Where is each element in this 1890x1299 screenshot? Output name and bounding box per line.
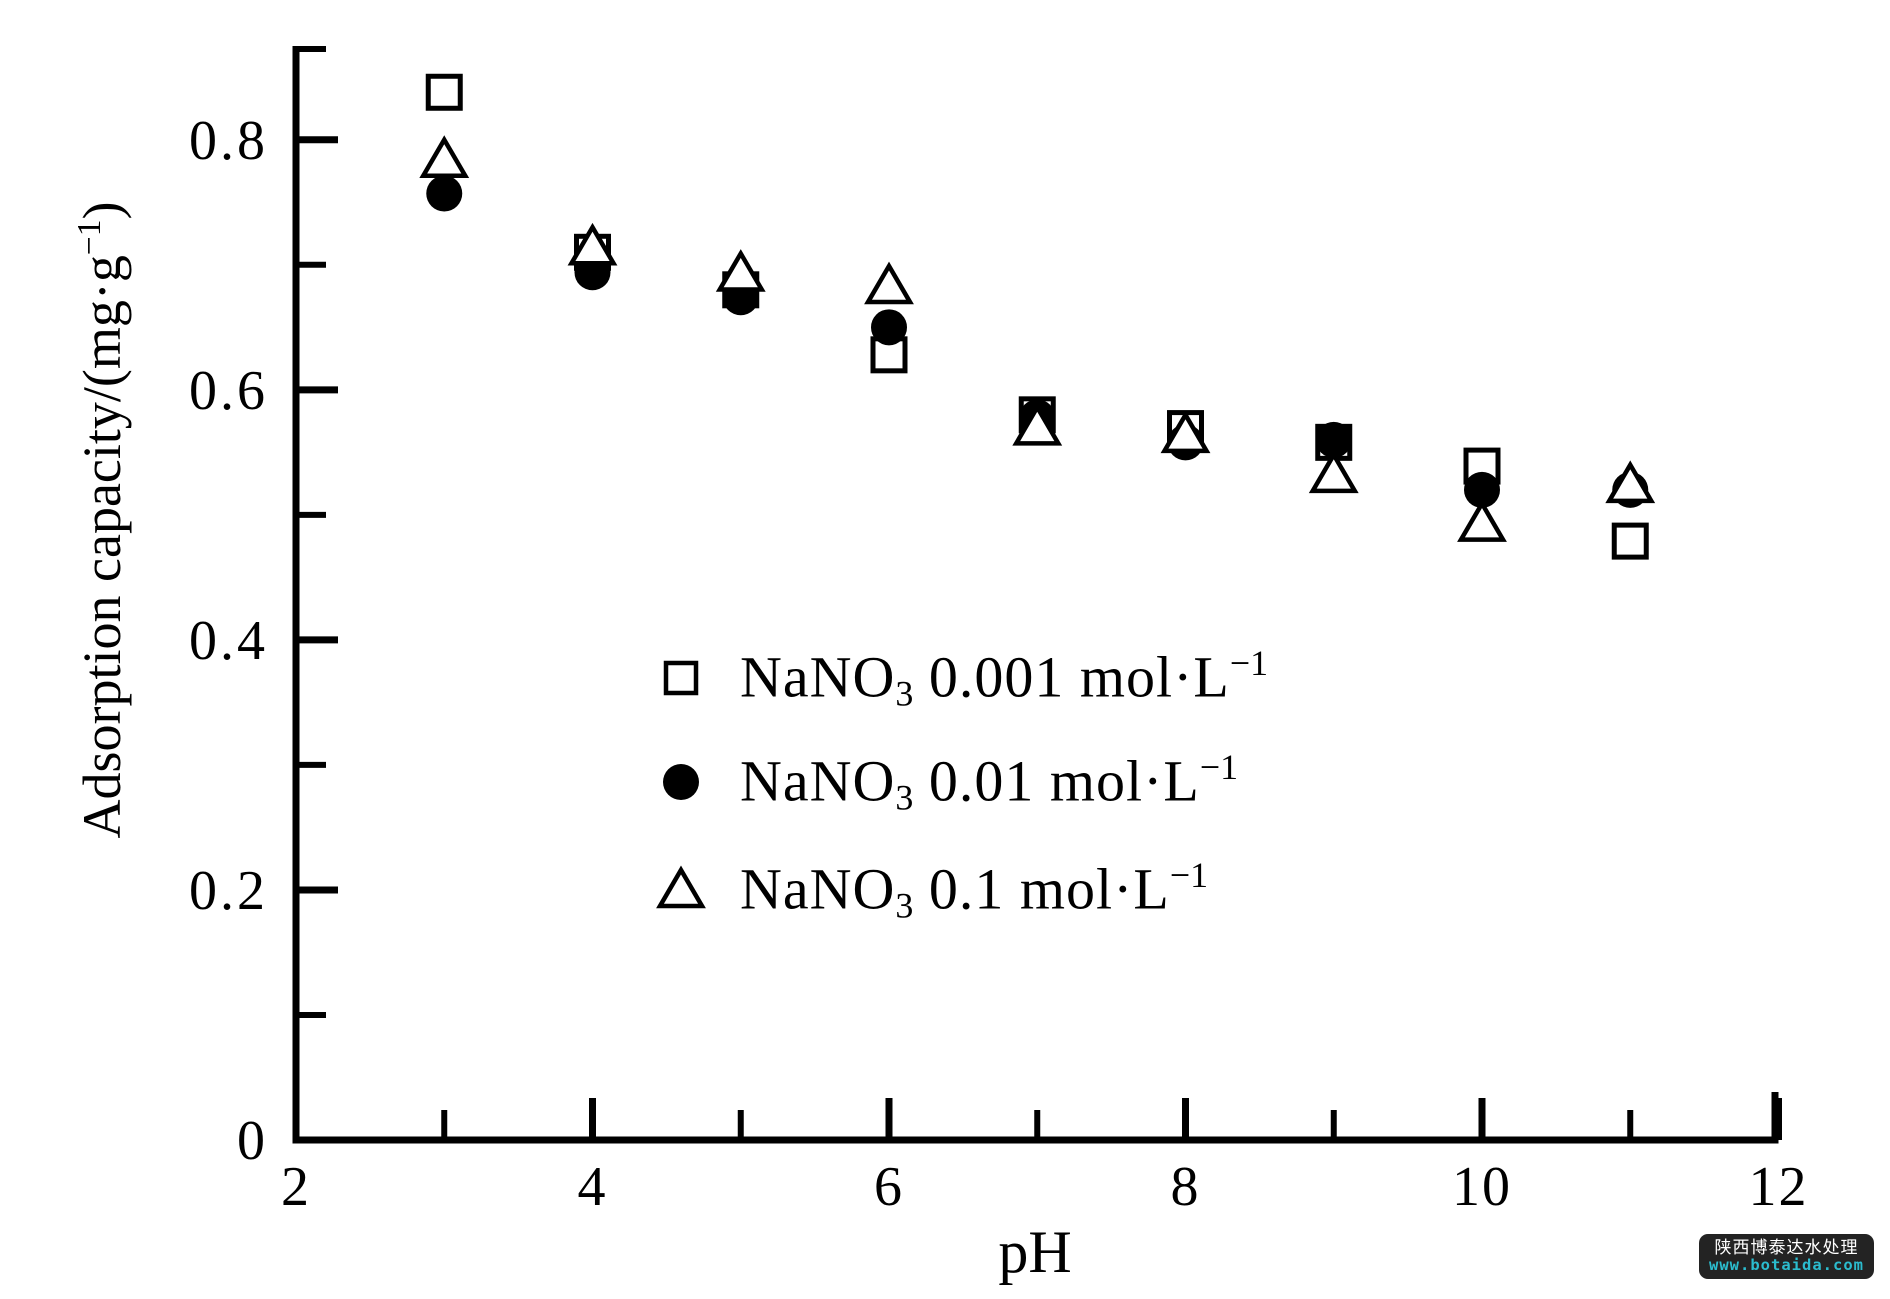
y-tick-labels: 0 0.2 0.4 0.6 0.8 bbox=[189, 110, 268, 1172]
x-tick-label: 12 bbox=[1749, 1156, 1809, 1218]
axes bbox=[292, 46, 1779, 1144]
y-tick-label: 0.4 bbox=[189, 610, 268, 672]
y-tick-label: 0.8 bbox=[189, 110, 268, 172]
watermark-company-name: 陕西博泰达水处理 bbox=[1714, 1238, 1859, 1257]
legend-label-concentration: 0.1 mol·L bbox=[913, 856, 1170, 922]
tick-marks bbox=[296, 136, 1782, 1140]
legend-item-nano3-0.001: NaNO3 0.001 mol·L−1 bbox=[648, 638, 1268, 718]
y-axis-title-superscript: −1 bbox=[70, 219, 108, 256]
y-tick-label: 0.6 bbox=[189, 360, 268, 422]
legend-item-nano3-0.01: NaNO3 0.01 mol·L−1 bbox=[648, 742, 1238, 822]
series-2-open-triangle bbox=[419, 135, 1656, 542]
legend-label: NaNO3 0.001 mol·L−1 bbox=[740, 642, 1268, 715]
legend-label-subscript: 3 bbox=[895, 673, 914, 714]
x-tick-label: 6 bbox=[874, 1156, 904, 1218]
legend-label-subscript: 3 bbox=[895, 777, 914, 818]
y-axis-title: Adsorption capacity/(mg·g−1) bbox=[71, 202, 133, 839]
x-tick-label: 2 bbox=[281, 1156, 311, 1218]
y-tick-label: 0.2 bbox=[189, 860, 268, 922]
series-0-open-square bbox=[425, 73, 1649, 560]
y-axis-title-text: Adsorption capacity/(mg·g bbox=[72, 255, 133, 839]
open-square-marker-icon bbox=[663, 660, 699, 696]
legend-label-formula: NaNO bbox=[740, 644, 896, 710]
legend-label: NaNO3 0.1 mol·L−1 bbox=[740, 854, 1208, 927]
x-axis-title: pH bbox=[998, 1219, 1072, 1285]
watermark-url: www.botaida.com bbox=[1709, 1256, 1864, 1275]
x-tick-label: 8 bbox=[1171, 1156, 1201, 1218]
y-tick-label: 0 bbox=[237, 1110, 268, 1172]
legend-label-formula: NaNO bbox=[740, 748, 896, 814]
filled-circle-marker-icon bbox=[663, 764, 699, 800]
legend-label-subscript: 3 bbox=[895, 885, 914, 926]
watermark-badge: 陕西博泰达水处理 www.botaida.com bbox=[1699, 1234, 1874, 1280]
x-tick-labels: 2 4 6 8 10 12 bbox=[281, 1156, 1809, 1218]
legend-item-nano3-0.1: NaNO3 0.1 mol·L−1 bbox=[648, 850, 1208, 930]
legend-label-concentration: 0.01 mol·L bbox=[913, 748, 1200, 814]
x-tick-label: 4 bbox=[578, 1156, 608, 1218]
legend-label-concentration: 0.001 mol·L bbox=[913, 644, 1230, 710]
x-tick-label: 10 bbox=[1452, 1156, 1512, 1218]
open-triangle-marker-icon bbox=[656, 865, 706, 909]
y-axis-title-close: ) bbox=[72, 201, 133, 220]
legend-label-superscript: −1 bbox=[1199, 746, 1239, 787]
legend-label-superscript: −1 bbox=[1229, 642, 1269, 683]
legend-label: NaNO3 0.01 mol·L−1 bbox=[740, 746, 1238, 819]
legend-label-formula: NaNO bbox=[740, 856, 896, 922]
legend-label-superscript: −1 bbox=[1169, 854, 1209, 895]
